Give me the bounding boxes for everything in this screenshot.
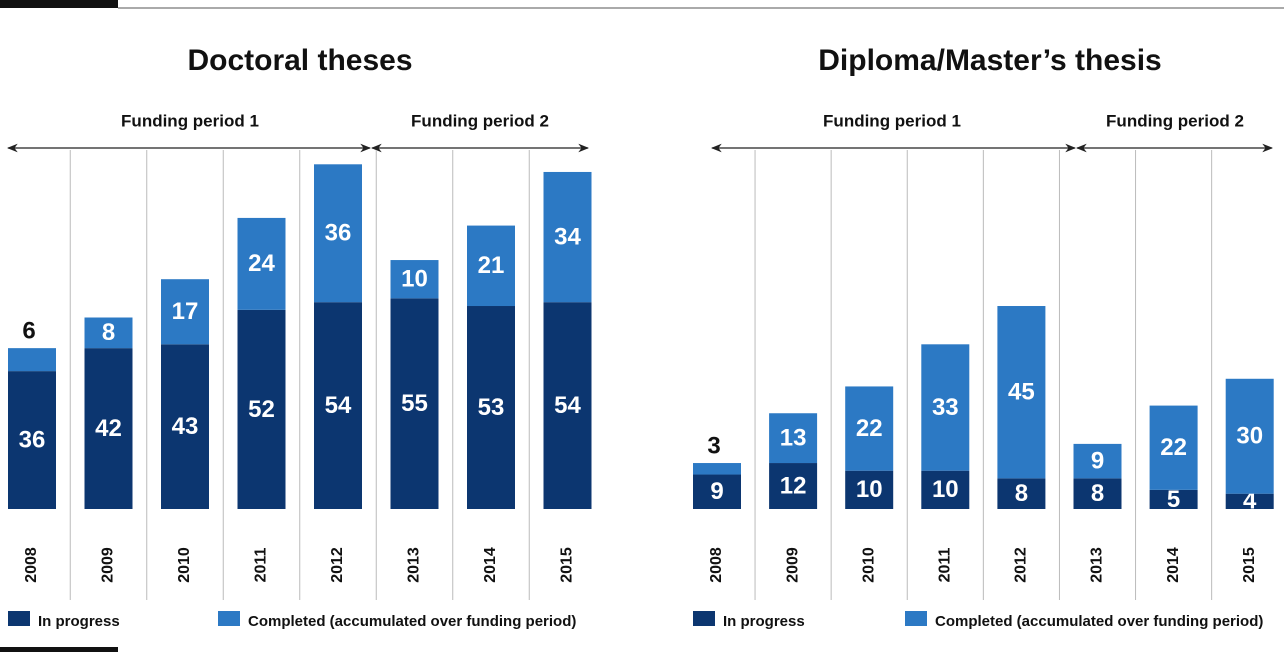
period-label: Funding period 2 [1106,111,1244,130]
x-tick-label: 2009 [100,547,117,583]
x-tick-label: 2008 [23,547,40,583]
value-label: 6 [22,317,35,344]
value-label: 9 [1091,447,1104,474]
bar-segment [84,348,133,509]
bar-segment [390,298,439,509]
value-label: 3 [707,432,720,459]
value-label: 54 [325,392,352,419]
value-label: 55 [401,390,428,417]
bar-segment [84,317,133,349]
x-tick-label: 2013 [406,547,423,583]
value-label: 10 [932,476,959,503]
bar-segment [1149,405,1198,490]
x-tick-label: 2015 [559,547,576,583]
bar-segment [921,344,970,471]
x-tick-label: 2012 [329,547,346,583]
value-label: 36 [325,220,352,247]
legend-label: Completed (accumulated over funding peri… [935,613,1263,630]
bar-segment [543,302,592,509]
bar-segment [467,225,515,307]
x-tick-label: 2010 [860,547,877,583]
value-label: 45 [1008,379,1035,406]
bar-segment [997,306,1046,479]
value-label: 10 [401,266,428,293]
value-label: 9 [710,478,723,505]
value-label: 8 [1015,480,1028,507]
value-label: 33 [932,394,959,421]
value-label: 22 [856,415,883,442]
bar-segment [1225,493,1274,509]
value-label: 8 [1091,480,1104,507]
period-label: Funding period 1 [121,111,259,130]
bar-segment [1225,378,1274,494]
legend-swatch [8,611,30,626]
value-label: 13 [780,424,807,451]
x-tick-label: 2009 [784,547,801,583]
x-tick-label: 2011 [937,548,954,583]
footer-bar [0,647,118,652]
bar-segment [237,217,286,310]
header-bar [0,0,118,8]
bar-segment [921,470,970,509]
value-label: 4 [1243,488,1257,515]
value-label: 21 [478,252,505,279]
bar-segment [1149,489,1198,509]
legend-label: In progress [723,613,805,630]
period-label: Funding period 2 [411,111,549,130]
bar-segment [845,470,894,509]
bar-segment [314,164,362,303]
x-tick-label: 2010 [176,547,193,583]
value-label: 17 [172,298,199,325]
bar-segment [467,306,515,509]
x-tick-label: 2012 [1013,547,1030,583]
period-label: Funding period 1 [823,111,961,130]
legend-swatch [218,611,240,626]
bar-segment [769,413,818,464]
value-label: 42 [95,415,122,442]
bar-segment [8,348,56,372]
value-label: 52 [248,396,275,423]
value-label: 54 [554,392,581,419]
bar-segment [693,463,741,475]
bar-segment [1073,478,1122,509]
chart-title: Doctoral theses [187,44,412,77]
bar-segment [390,260,439,299]
legend-label: In progress [38,613,120,630]
x-tick-label: 2011 [253,548,270,583]
value-label: 34 [554,223,581,250]
x-tick-label: 2013 [1089,547,1106,583]
bar-segment [161,279,209,345]
bar-segment [845,386,894,471]
value-label: 5 [1167,486,1180,513]
value-label: 12 [780,472,807,499]
value-label: 36 [19,426,46,453]
x-tick-label: 2014 [1165,547,1182,583]
legend-swatch [905,611,927,626]
bar-segment [8,371,56,509]
bar-segment [237,309,286,509]
value-label: 24 [248,250,275,277]
bar-segment [1073,443,1122,479]
x-tick-label: 2015 [1241,547,1258,583]
chart-title: Diploma/Master’s thesis [818,44,1161,77]
value-label: 8 [102,319,115,346]
bar-segment [161,344,209,509]
x-tick-label: 2008 [708,547,725,583]
legend-label: Completed (accumulated over funding peri… [248,613,576,630]
value-label: 30 [1236,423,1263,450]
legend-swatch [693,611,715,626]
bar-segment [693,474,741,509]
bar-segment [997,478,1046,509]
value-label: 10 [856,476,883,503]
bar-segment [314,302,362,509]
value-label: 43 [172,413,199,440]
x-tick-label: 2014 [482,547,499,583]
value-label: 53 [478,394,505,421]
bar-segment [543,171,592,303]
value-label: 22 [1160,434,1187,461]
bar-segment [769,463,818,509]
